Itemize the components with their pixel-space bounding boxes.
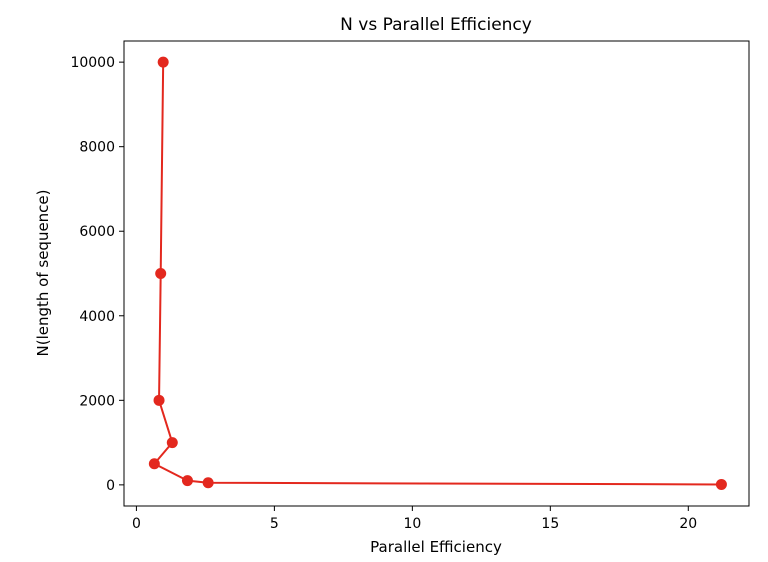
x-axis: 0 5 10 15 20 (132, 506, 697, 532)
data-point (148, 458, 160, 470)
x-tick-label: 5 (270, 516, 279, 532)
data-point (202, 477, 214, 489)
chart-title: N vs Parallel Efficiency (340, 15, 532, 35)
data-point (153, 394, 165, 406)
y-tick-label: 6000 (79, 224, 115, 240)
y-axis-label: N(length of sequence) (34, 189, 52, 356)
y-tick-label: 8000 (79, 140, 115, 156)
y-tick-label: 4000 (79, 309, 115, 325)
y-tick-label: 10000 (70, 55, 115, 71)
data-point (155, 268, 167, 279)
data-point (715, 478, 727, 490)
data-point (181, 475, 193, 487)
series-layer (148, 56, 727, 490)
y-axis: 0 2000 4000 6000 8000 10000 (70, 55, 124, 494)
data-point (157, 56, 169, 68)
y-tick-label: 2000 (79, 393, 115, 409)
data-point (166, 437, 178, 449)
x-tick-label: 10 (403, 516, 421, 532)
x-axis-label: Parallel Efficiency (370, 538, 502, 556)
x-tick-label: 20 (679, 516, 697, 532)
plot-area (123, 40, 750, 507)
x-tick-label: 0 (132, 516, 141, 532)
y-tick-label: 0 (106, 478, 115, 494)
x-tick-label: 15 (541, 516, 559, 532)
